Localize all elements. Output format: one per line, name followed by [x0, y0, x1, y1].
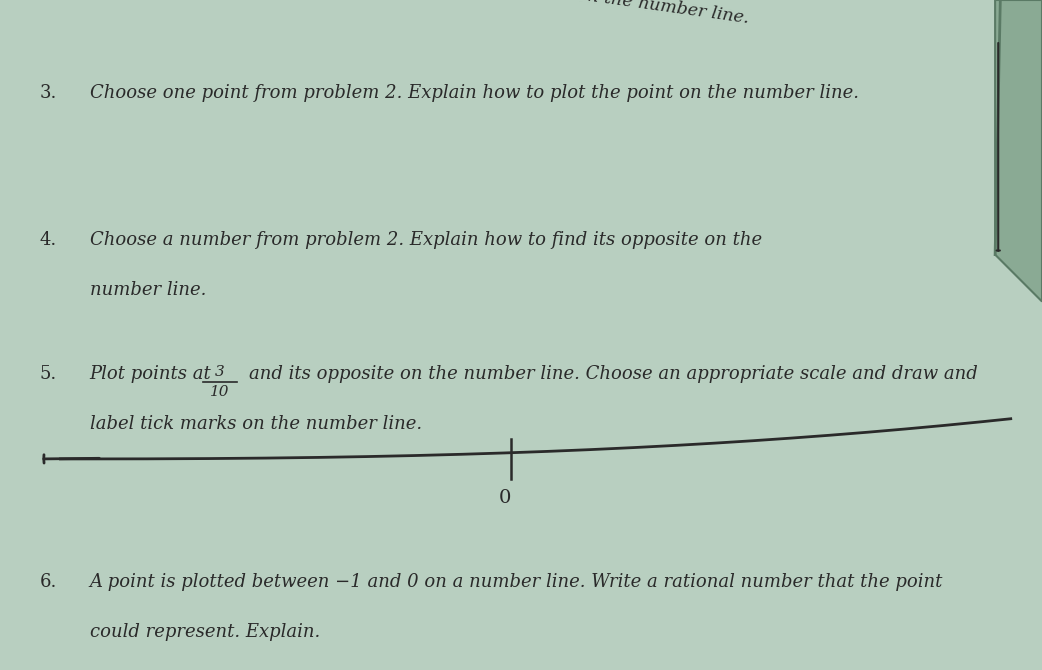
Text: 3.: 3. — [40, 84, 57, 102]
Text: label tick marks on the number line.: label tick marks on the number line. — [90, 415, 422, 433]
Text: Choose a number from problem 2. Explain how to find its opposite on the: Choose a number from problem 2. Explain … — [90, 231, 762, 249]
Text: Plot points at: Plot points at — [90, 365, 217, 383]
Text: 3: 3 — [215, 365, 225, 379]
Text: A point is plotted between −1 and 0 on a number line. Write a rational number th: A point is plotted between −1 and 0 on a… — [90, 573, 943, 591]
Text: 5.: 5. — [40, 365, 57, 383]
Text: number line.: number line. — [90, 281, 206, 299]
Text: 6.: 6. — [40, 573, 57, 591]
Polygon shape — [995, 0, 1042, 302]
Text: could represent. Explain.: could represent. Explain. — [90, 623, 320, 641]
Text: Choose one point from problem 2. Explain how to plot the point on the number lin: Choose one point from problem 2. Explain… — [15, 0, 750, 27]
Text: 4.: 4. — [40, 231, 57, 249]
Text: Choose one point from problem 2. Explain how to plot the point on the number lin: Choose one point from problem 2. Explain… — [90, 84, 859, 102]
Text: 10: 10 — [210, 385, 229, 399]
Text: and its opposite on the number line. Choose an appropriate scale and draw and: and its opposite on the number line. Cho… — [249, 365, 977, 383]
Text: 0: 0 — [499, 489, 512, 507]
